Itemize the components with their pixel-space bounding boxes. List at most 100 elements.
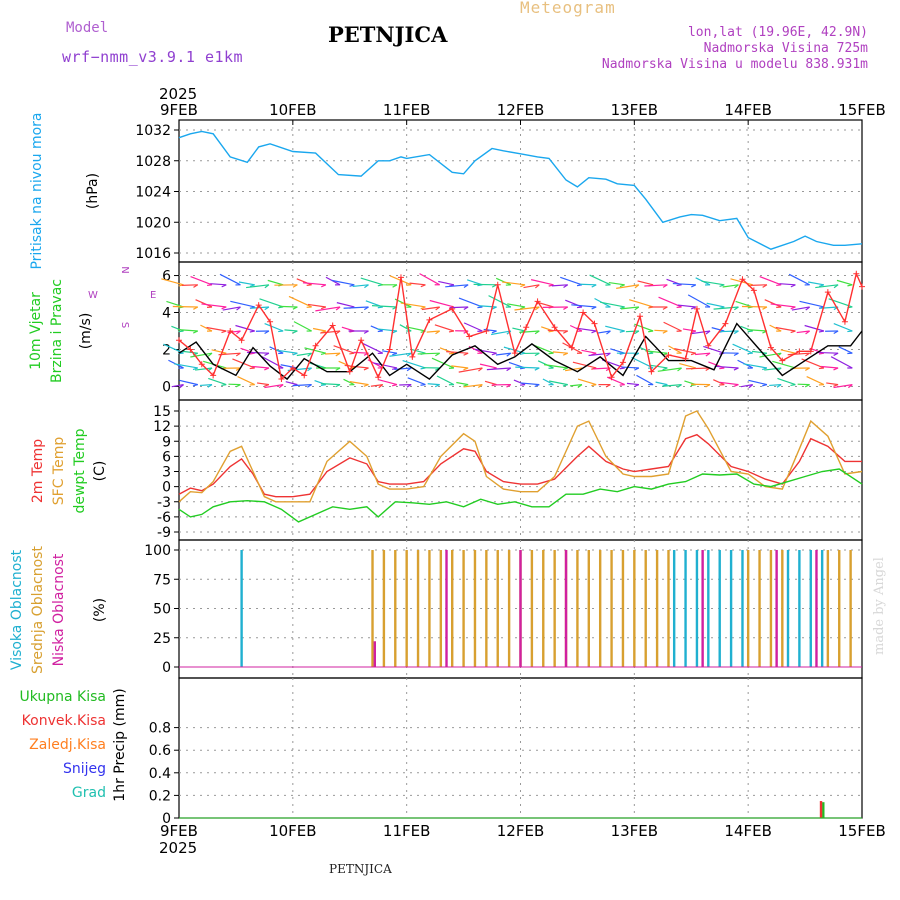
wind-arrow	[572, 361, 597, 369]
wind-arrow	[513, 379, 526, 386]
wind-arrow-head	[634, 384, 640, 388]
wind-arrow	[654, 329, 668, 332]
wind-arrow	[711, 327, 725, 332]
wind-arrow-head	[818, 330, 824, 333]
wind-arrow-head	[207, 384, 213, 388]
wind-arrow	[808, 281, 824, 286]
wind-arrow	[195, 299, 213, 308]
wind-gust-marker	[824, 289, 831, 296]
wind-arrow	[759, 352, 782, 358]
wind-arrow-head	[506, 384, 512, 388]
wind-arrow	[701, 280, 725, 286]
wind-arrow-head	[733, 352, 739, 357]
wind-arrow	[772, 360, 796, 369]
wind-arrow	[833, 384, 853, 389]
wind-arrow	[280, 364, 298, 369]
wind-arrow-head	[264, 352, 270, 356]
wind-arrow-head	[705, 330, 711, 335]
coords-label: lon,lat (19.96E, 42.9N)	[687, 25, 868, 40]
wind-arrow-head	[335, 306, 341, 311]
clouds-bar	[769, 550, 773, 667]
precip-ytick-label: 0.8	[149, 721, 171, 737]
wind-arrow	[483, 328, 497, 332]
wind-gust-marker	[693, 305, 700, 312]
precip-bar	[822, 802, 825, 818]
wind-arrow-head	[463, 352, 469, 356]
clouds-bar	[707, 550, 710, 667]
wind-gust-marker	[483, 328, 490, 334]
wind-arrow	[267, 279, 284, 286]
wind-gust-marker	[494, 281, 501, 288]
wind-arrow-head	[420, 384, 426, 386]
wind-arrow	[201, 303, 227, 308]
wind-arrow-head	[534, 306, 540, 311]
wind-arrow	[199, 384, 213, 387]
wind-arrow-head	[236, 330, 241, 335]
wind-arrow	[520, 382, 540, 386]
precip-ytick-label: 0.2	[149, 788, 171, 804]
wind-arrow-head	[363, 384, 369, 387]
wind-arrow-head	[321, 284, 327, 288]
wind-arrow-head	[833, 367, 839, 371]
clouds-bar	[564, 550, 568, 667]
top-xtick-label: 15FEB	[838, 101, 885, 119]
wind-arrow-head	[335, 352, 341, 357]
wind-arrow	[657, 367, 682, 372]
wind-arrow	[674, 348, 696, 354]
wind-arrow	[816, 351, 839, 354]
wind-arrow-head	[520, 384, 526, 386]
wind-arrow	[195, 367, 213, 371]
wind-arrow-head	[249, 284, 255, 287]
wind-arrow-head	[221, 330, 227, 334]
clouds-bar	[667, 550, 670, 667]
precip-legend-entry: Snijeg	[63, 761, 106, 777]
wind-arrow	[246, 284, 270, 289]
wind-arrow-head	[576, 306, 583, 309]
wind-arrow	[405, 326, 426, 332]
wind-arrow-head	[264, 384, 270, 387]
wind-arrow-head	[805, 352, 810, 357]
wind-arrow	[370, 325, 383, 332]
wind-arrow	[713, 306, 739, 310]
wind-arrow-head	[520, 367, 526, 370]
wind-arrow-head	[292, 284, 298, 288]
wind-arrow	[495, 352, 511, 356]
wind-arrow	[621, 366, 639, 369]
wind-arrow-head	[535, 284, 540, 289]
wind-arrow-head	[307, 352, 312, 357]
wind-arrow	[703, 345, 725, 354]
clouds-bar	[758, 550, 761, 667]
wind-arrow-head	[236, 306, 241, 311]
wind-arrow	[218, 352, 241, 356]
wind-arrow	[343, 378, 355, 386]
wind-gust-line	[178, 271, 863, 381]
clouds-ytick-label: 25	[153, 631, 171, 647]
wind-arrow	[718, 330, 739, 333]
clouds-bar	[485, 550, 488, 667]
wind-ytick-label: 2	[162, 342, 171, 358]
wind-arrow	[735, 300, 753, 308]
wind-arrow	[421, 306, 440, 311]
wind-axis-label-2: Brzina i Pravac	[49, 279, 65, 383]
precip-ytick-label: 0.4	[149, 766, 171, 782]
wind-arrow-head	[833, 384, 839, 387]
clouds-bar	[815, 550, 818, 667]
wind-arrow	[171, 384, 184, 388]
temperature-ytick-label: 0	[162, 480, 171, 496]
wind-arrow	[551, 284, 568, 287]
wind-gust-marker	[289, 364, 296, 371]
wind-arrow-head	[605, 352, 611, 357]
wind-arrow-head	[463, 384, 469, 387]
clouds-bar	[598, 550, 602, 667]
wind-arrow	[256, 382, 270, 386]
wind-arrow-head	[776, 284, 782, 287]
wind-arrow	[821, 365, 839, 369]
clouds-ytick-label: 0	[162, 660, 171, 676]
wind-arrow-head	[748, 384, 754, 389]
clouds-ytick-label: 50	[153, 602, 171, 618]
temperature-ytick-label: 9	[162, 434, 171, 450]
temperature-2m-line	[178, 433, 862, 498]
wind-arrow	[838, 346, 853, 354]
wind-arrow-head	[435, 352, 440, 357]
wind-arrow	[325, 352, 341, 355]
